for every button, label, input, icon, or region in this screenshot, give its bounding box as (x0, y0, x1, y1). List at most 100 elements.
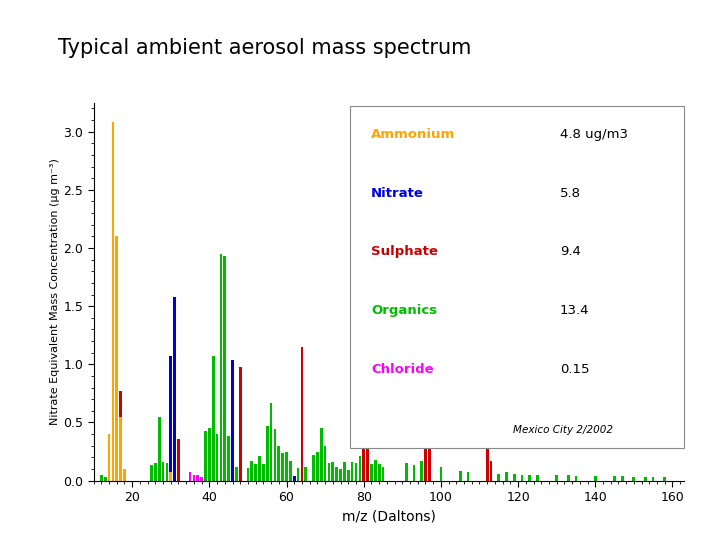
Bar (216, 434, 218, 481)
Bar (336, 467, 338, 481)
Bar (115, 237, 118, 481)
Bar (282, 453, 284, 481)
Bar (486, 448, 489, 481)
Bar (208, 428, 211, 481)
Bar (112, 123, 114, 481)
Text: Sulphate: Sulphate (371, 245, 438, 259)
Bar (169, 472, 172, 481)
Bar (359, 456, 361, 481)
Bar (324, 446, 326, 481)
Bar (274, 429, 276, 481)
Bar (166, 463, 168, 481)
Bar (374, 460, 377, 481)
Bar (316, 451, 319, 481)
Text: Ammonium: Ammonium (371, 128, 455, 141)
Text: 0.15: 0.15 (560, 362, 590, 376)
Bar (331, 462, 334, 481)
Bar (555, 475, 558, 481)
Bar (108, 434, 110, 481)
Bar (498, 474, 500, 481)
Text: Chloride: Chloride (371, 362, 433, 376)
Bar (413, 465, 415, 481)
Bar (439, 467, 442, 481)
Bar (189, 472, 192, 481)
Bar (312, 455, 315, 481)
Bar (305, 467, 307, 481)
FancyBboxPatch shape (351, 106, 684, 448)
Bar (197, 475, 199, 481)
Bar (575, 476, 577, 481)
Bar (154, 463, 157, 481)
Bar (663, 477, 666, 481)
Bar (258, 456, 261, 481)
Text: 5.8: 5.8 (560, 187, 581, 200)
Bar (420, 461, 423, 481)
Bar (100, 475, 103, 481)
Bar (223, 256, 226, 481)
Bar (162, 462, 164, 481)
Bar (621, 476, 624, 481)
Bar (370, 464, 373, 481)
Bar (355, 463, 357, 481)
Bar (231, 465, 234, 481)
Bar (200, 477, 203, 481)
Bar (123, 469, 126, 481)
Bar (235, 467, 238, 481)
Bar (297, 468, 300, 481)
Bar (158, 417, 161, 481)
Bar (266, 426, 269, 481)
Bar (228, 436, 230, 481)
Bar (254, 464, 257, 481)
Bar (505, 472, 508, 481)
Bar (212, 356, 215, 481)
Bar (120, 417, 122, 481)
Bar (490, 461, 492, 481)
Bar (204, 430, 207, 481)
Text: 13.4: 13.4 (560, 304, 590, 317)
Bar (339, 469, 342, 481)
Bar (239, 367, 242, 481)
Bar (174, 297, 176, 481)
Bar (247, 468, 249, 481)
Bar (536, 475, 539, 481)
Bar (351, 462, 354, 481)
Bar (405, 463, 408, 481)
Bar (362, 345, 365, 481)
Text: Mexico City 2/2002: Mexico City 2/2002 (513, 424, 613, 435)
Text: Nitrate: Nitrate (371, 187, 424, 200)
Bar (169, 356, 172, 481)
Bar (192, 475, 195, 481)
Bar (594, 476, 597, 481)
Bar (301, 347, 303, 481)
Text: 4.8 ug/m3: 4.8 ug/m3 (560, 128, 628, 141)
Text: 9.4: 9.4 (560, 245, 581, 259)
Bar (467, 472, 469, 481)
Bar (343, 462, 346, 481)
Bar (424, 378, 427, 481)
Bar (513, 474, 516, 481)
Y-axis label: Nitrate Equivalent Mass Concentration (μg m⁻³): Nitrate Equivalent Mass Concentration (μ… (50, 158, 60, 425)
Bar (120, 391, 122, 481)
Bar (521, 475, 523, 481)
Bar (277, 446, 280, 481)
Bar (177, 438, 180, 481)
Bar (328, 463, 330, 481)
Bar (378, 464, 380, 481)
Bar (262, 464, 265, 481)
Bar (567, 475, 570, 481)
Bar (112, 364, 114, 481)
Bar (644, 477, 647, 481)
Bar (293, 476, 296, 481)
Bar (632, 477, 635, 481)
Bar (652, 477, 654, 481)
Bar (347, 470, 350, 481)
Bar (251, 461, 253, 481)
Text: Organics: Organics (371, 304, 437, 317)
Bar (108, 469, 110, 481)
Bar (320, 428, 323, 481)
Bar (366, 417, 369, 481)
Bar (289, 461, 292, 481)
Bar (150, 465, 153, 481)
Bar (528, 475, 531, 481)
X-axis label: m/z (Daltons): m/z (Daltons) (342, 510, 436, 524)
